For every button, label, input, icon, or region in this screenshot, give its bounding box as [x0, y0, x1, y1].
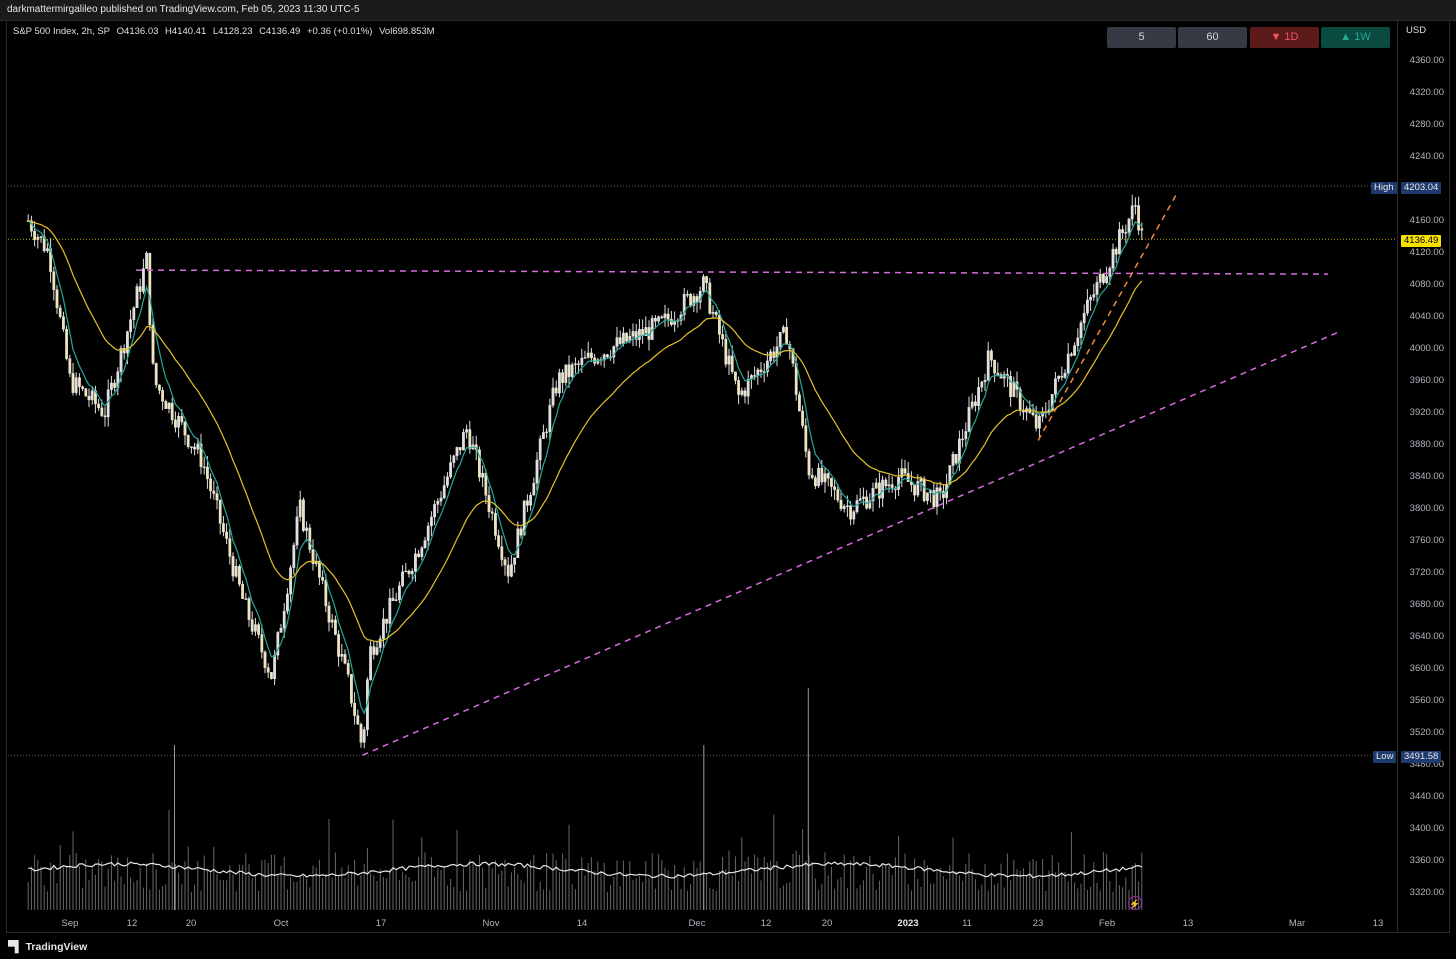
price-label: 4000.00 [1409, 342, 1444, 354]
price-label: 3360.00 [1409, 854, 1444, 866]
publication-text: darkmattermirgalileo published on Tradin… [7, 4, 360, 15]
price-label: 3520.00 [1409, 726, 1444, 738]
publication-bar: darkmattermirgalileo published on Tradin… [0, 0, 1456, 21]
time-label: Mar [1288, 918, 1306, 929]
low-tag-label: Low [1373, 751, 1397, 763]
price-label: 3480.00 [1409, 758, 1444, 770]
legend-high: H4140.41 [165, 26, 207, 37]
price-label: 3960.00 [1409, 374, 1444, 386]
price-label: 3680.00 [1409, 598, 1444, 610]
price-label: 3440.00 [1409, 790, 1444, 802]
tv-logo-text: TradingView [25, 941, 88, 953]
price-label: 3800.00 [1409, 502, 1444, 514]
price-label: 3880.00 [1409, 438, 1444, 450]
price-label: 3640.00 [1409, 630, 1444, 642]
high-tag-label: High [1371, 182, 1397, 194]
price-label: 3920.00 [1409, 406, 1444, 418]
price-axis-separator [1397, 20, 1398, 933]
price-label: 4360.00 [1409, 54, 1444, 66]
time-label: Sep [61, 918, 79, 929]
time-label: 11 [962, 918, 972, 929]
price-label: 4280.00 [1409, 118, 1444, 130]
time-label: 20 [185, 918, 197, 929]
price-label: 4040.00 [1409, 310, 1444, 322]
chart-pane[interactable] [6, 20, 1450, 933]
time-label: 23 [1032, 918, 1044, 929]
price-label: 3760.00 [1409, 534, 1444, 546]
legend-open: O4136.03 [116, 26, 159, 37]
legend-close: C4136.49 [259, 26, 301, 37]
legend-low: L4128.23 [212, 26, 253, 37]
time-label: 20 [821, 918, 833, 929]
time-label: 17 [375, 918, 387, 929]
price-label: 3840.00 [1409, 470, 1444, 482]
time-label: 12 [126, 918, 138, 929]
timeframe-1d-button[interactable]: ▼ 1D [1250, 27, 1319, 48]
footer [0, 933, 1456, 959]
price-label: 3600.00 [1409, 662, 1444, 674]
time-label: Oct [273, 918, 289, 929]
price-label: 3400.00 [1409, 822, 1444, 834]
price-label: 4120.00 [1409, 246, 1444, 258]
time-label: 14 [576, 918, 588, 929]
timeframe-1w-button[interactable]: ▲ 1W [1321, 27, 1390, 48]
time-label: Dec [688, 918, 706, 929]
legend-symbol: S&P 500 Index, 2h, SP [13, 26, 111, 37]
timeframe-5-button[interactable]: 5 [1107, 27, 1176, 48]
price-label: 4080.00 [1409, 278, 1444, 290]
time-label: 12 [760, 918, 772, 929]
time-label: 13 [1372, 918, 1384, 929]
time-label: 2023 [897, 918, 919, 929]
legend-volume: Vol698.853M [379, 26, 435, 37]
price-label: 3720.00 [1409, 566, 1444, 578]
current-price-tag: 4136.49 [1401, 235, 1442, 247]
price-label: 4320.00 [1409, 86, 1444, 98]
time-label: 13 [1182, 918, 1194, 929]
timeframe-60-button[interactable]: 60 [1178, 27, 1247, 48]
high-tag-value: 4203.04 [1401, 182, 1442, 194]
low-tag-value: 3491.58 [1401, 751, 1442, 763]
price-label: 4160.00 [1409, 214, 1444, 226]
tradingview-logo[interactable]: ▀▌ TradingView [8, 941, 87, 953]
tv-logo-icon: ▀▌ [8, 941, 23, 953]
time-label: Nov [482, 918, 500, 929]
price-label: 3560.00 [1409, 694, 1444, 706]
time-label: Feb [1098, 918, 1116, 929]
price-label: 4240.00 [1409, 150, 1444, 162]
legend-change: +0.36 (+0.01%) [306, 26, 373, 37]
price-label: 3320.00 [1409, 886, 1444, 898]
symbol-legend[interactable]: S&P 500 Index, 2h, SP O4136.03 H4140.41 … [13, 26, 439, 37]
currency-label[interactable]: USD [1406, 25, 1427, 36]
bolt-icon[interactable]: ⚡ [1128, 896, 1142, 910]
